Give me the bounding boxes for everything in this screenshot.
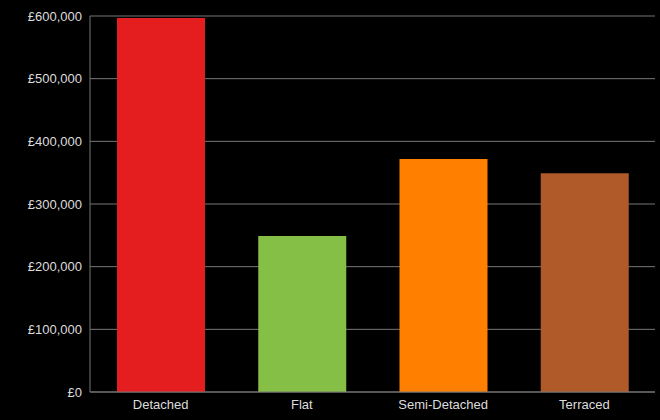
svg-text:Detached: Detached: [133, 397, 189, 412]
svg-text:Semi-Detached: Semi-Detached: [398, 397, 488, 412]
svg-text:£500,000: £500,000: [28, 71, 82, 86]
svg-text:Flat: Flat: [291, 397, 313, 412]
svg-text:£400,000: £400,000: [28, 134, 82, 149]
svg-text:Terraced: Terraced: [559, 397, 610, 412]
svg-text:£300,000: £300,000: [28, 197, 82, 212]
svg-text:£0: £0: [68, 385, 82, 400]
svg-text:£200,000: £200,000: [28, 259, 82, 274]
svg-text:£100,000: £100,000: [28, 322, 82, 337]
svg-text:£600,000: £600,000: [28, 9, 82, 24]
